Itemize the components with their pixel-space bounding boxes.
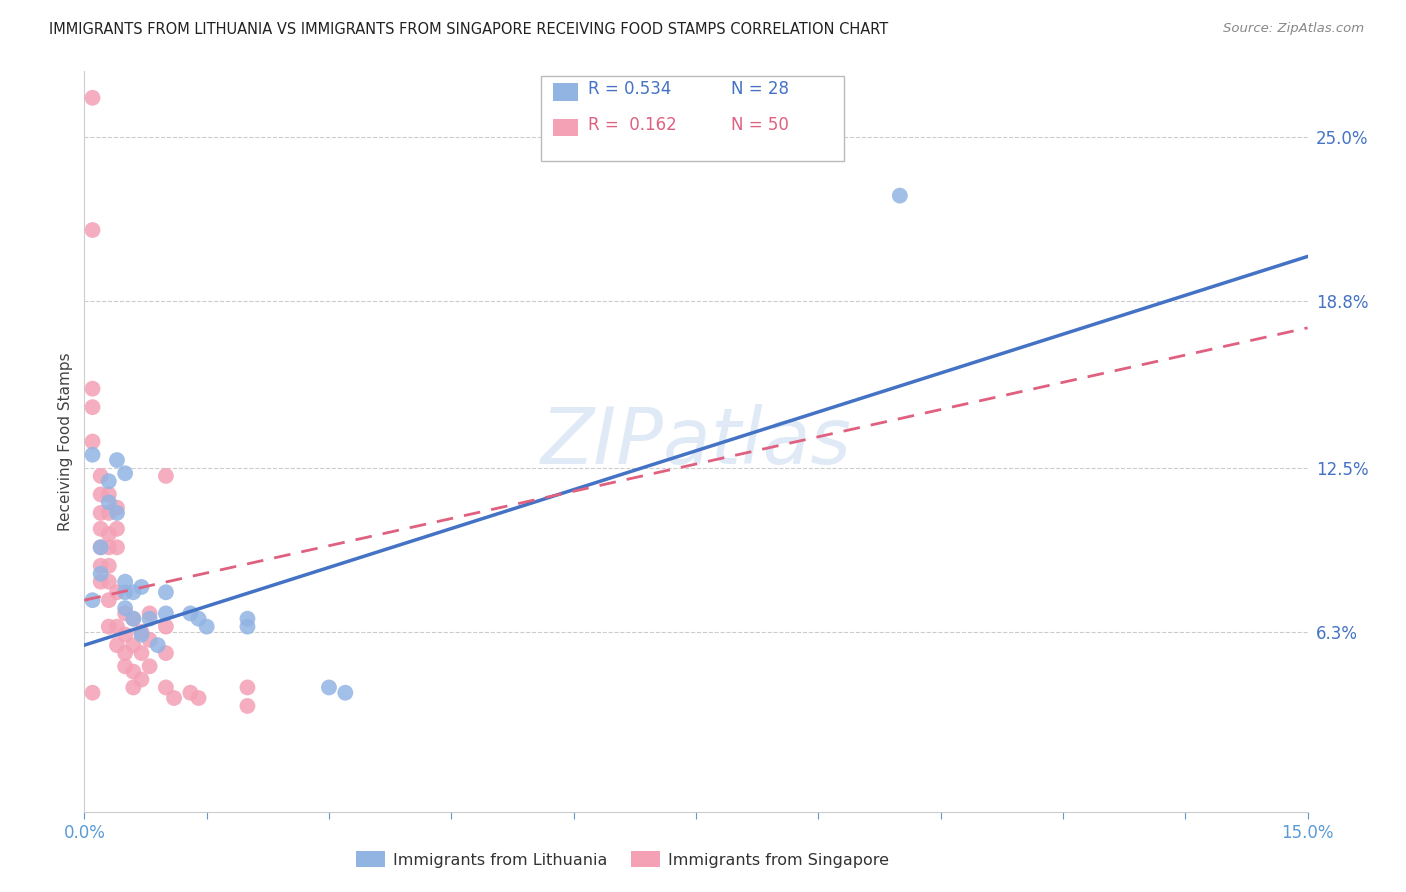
Point <box>114 601 136 615</box>
Point <box>122 638 145 652</box>
Point <box>122 665 145 679</box>
Point <box>97 593 120 607</box>
Point <box>138 659 160 673</box>
Point <box>131 673 153 687</box>
Point <box>155 681 177 695</box>
Point <box>97 506 120 520</box>
Point <box>195 620 218 634</box>
Point <box>90 558 112 573</box>
Point <box>82 91 104 105</box>
Point <box>155 646 177 660</box>
Point <box>155 620 177 634</box>
Point <box>179 686 201 700</box>
Point <box>122 681 145 695</box>
Point <box>138 612 160 626</box>
Point <box>236 681 259 695</box>
Point <box>105 620 128 634</box>
Point <box>131 624 153 639</box>
Text: R =  0.162: R = 0.162 <box>588 116 676 134</box>
Point <box>105 500 128 515</box>
Point <box>155 607 177 621</box>
Point <box>122 612 145 626</box>
Point <box>163 691 186 706</box>
Legend: Immigrants from Lithuania, Immigrants from Singapore: Immigrants from Lithuania, Immigrants fr… <box>350 845 896 874</box>
Point <box>82 382 104 396</box>
Point <box>122 612 145 626</box>
Point <box>90 541 112 555</box>
Point <box>105 585 128 599</box>
Point <box>187 691 209 706</box>
Point <box>82 593 104 607</box>
Point <box>90 506 112 520</box>
Text: IMMIGRANTS FROM LITHUANIA VS IMMIGRANTS FROM SINGAPORE RECEIVING FOOD STAMPS COR: IMMIGRANTS FROM LITHUANIA VS IMMIGRANTS … <box>49 22 889 37</box>
Point <box>114 607 136 621</box>
Point <box>97 558 120 573</box>
Point <box>889 188 911 202</box>
Text: N = 50: N = 50 <box>731 116 789 134</box>
Text: R = 0.534: R = 0.534 <box>588 80 671 98</box>
Point <box>90 541 112 555</box>
Point <box>122 585 145 599</box>
Point <box>90 487 112 501</box>
Point <box>97 620 120 634</box>
Point <box>105 522 128 536</box>
Point <box>114 585 136 599</box>
Point <box>97 495 120 509</box>
Point <box>82 400 104 414</box>
Text: N = 28: N = 28 <box>731 80 789 98</box>
Point <box>155 585 177 599</box>
Y-axis label: Receiving Food Stamps: Receiving Food Stamps <box>58 352 73 531</box>
Point <box>82 448 104 462</box>
Point <box>114 659 136 673</box>
Text: ZIPatlas: ZIPatlas <box>540 403 852 480</box>
Point <box>179 607 201 621</box>
Point <box>236 612 259 626</box>
Point <box>90 566 112 581</box>
Point <box>105 453 128 467</box>
Point <box>155 469 177 483</box>
Point <box>138 607 160 621</box>
Point <box>131 646 153 660</box>
Point <box>82 686 104 700</box>
Point <box>236 620 259 634</box>
Text: Source: ZipAtlas.com: Source: ZipAtlas.com <box>1223 22 1364 36</box>
Point <box>131 627 153 641</box>
Point <box>146 638 169 652</box>
Point <box>138 632 160 647</box>
Point <box>114 627 136 641</box>
Point <box>105 541 128 555</box>
Point <box>236 698 259 713</box>
Point <box>114 467 136 481</box>
Point <box>97 487 120 501</box>
Point <box>90 469 112 483</box>
Point <box>97 574 120 589</box>
Point <box>335 686 357 700</box>
Point <box>90 522 112 536</box>
Point <box>131 580 153 594</box>
Point <box>114 646 136 660</box>
Point <box>318 681 340 695</box>
Point <box>97 541 120 555</box>
Point <box>105 638 128 652</box>
Point <box>114 574 136 589</box>
Point <box>105 506 128 520</box>
Point <box>97 474 120 488</box>
Point <box>90 574 112 589</box>
Point <box>82 434 104 449</box>
Point <box>187 612 209 626</box>
Point <box>97 527 120 541</box>
Point <box>82 223 104 237</box>
